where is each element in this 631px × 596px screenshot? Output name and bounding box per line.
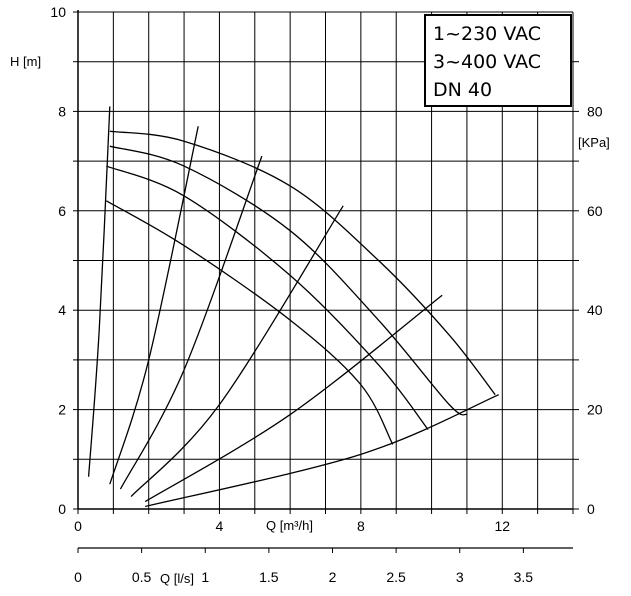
y2-tick-label: 60 [587,203,603,219]
y2-tick-label: 40 [587,302,603,318]
curves [87,106,500,508]
y2-tick-label: 20 [587,402,603,418]
y-tick-label: 8 [58,103,66,119]
x2-tick-label: 1.5 [259,569,279,585]
x-tick-label: 12 [494,518,510,534]
y-tick-label: 0 [58,501,66,517]
system-curve [87,106,111,477]
y2-axis-label: [KPa] [578,135,610,150]
system-curve [109,126,199,485]
x-tick-label: 4 [216,518,224,534]
y-tick-label: 10 [50,4,66,20]
y2-tick-label: 0 [587,501,595,517]
y-tick-label: 2 [58,402,66,418]
pump-curve [109,145,468,416]
x-tick-label: 8 [357,518,365,534]
axes [73,10,579,553]
system-curve [145,394,500,508]
x2-tick-label: 2 [329,569,337,585]
y2-tick-label: 80 [587,103,603,119]
spec-line-1: 1~230 VAC [433,23,541,45]
tick-labels: 0 2 4 6 8 10 0 20 40 60 80 0 4 8 12 0 0.5 1 1.5 2 2.5 3 3.5 [50,4,602,585]
system-curve [144,294,443,503]
spec-box-frame [424,14,572,107]
x2-tick-label: 0.5 [132,569,152,585]
x2-tick-label: 3 [456,569,464,585]
x2-tick-label: 3.5 [514,569,534,585]
y-tick-label: 6 [58,203,66,219]
x2-tick-label: 2.5 [386,569,406,585]
x2-tick-label: 1 [201,569,209,585]
pump-curve [105,200,394,445]
x2-tick-label: 0 [74,569,82,585]
spec-line-3: DN 40 [433,79,492,101]
pump-curve [106,165,429,430]
pump-curve [109,130,496,396]
system-curve [119,155,263,490]
spec-line-2: 3~400 VAC [433,51,541,73]
x-axis-label: Q [m³/h] [266,518,313,533]
x-tick-label: 0 [74,518,82,534]
system-curve [130,205,344,498]
spec-box: 1~230 VAC 3~400 VAC DN 40 [424,14,572,107]
y-axis-label: H [m] [10,54,41,69]
x2-axis-label: Q [l/s] [160,571,194,586]
y-tick-label: 4 [58,302,66,318]
